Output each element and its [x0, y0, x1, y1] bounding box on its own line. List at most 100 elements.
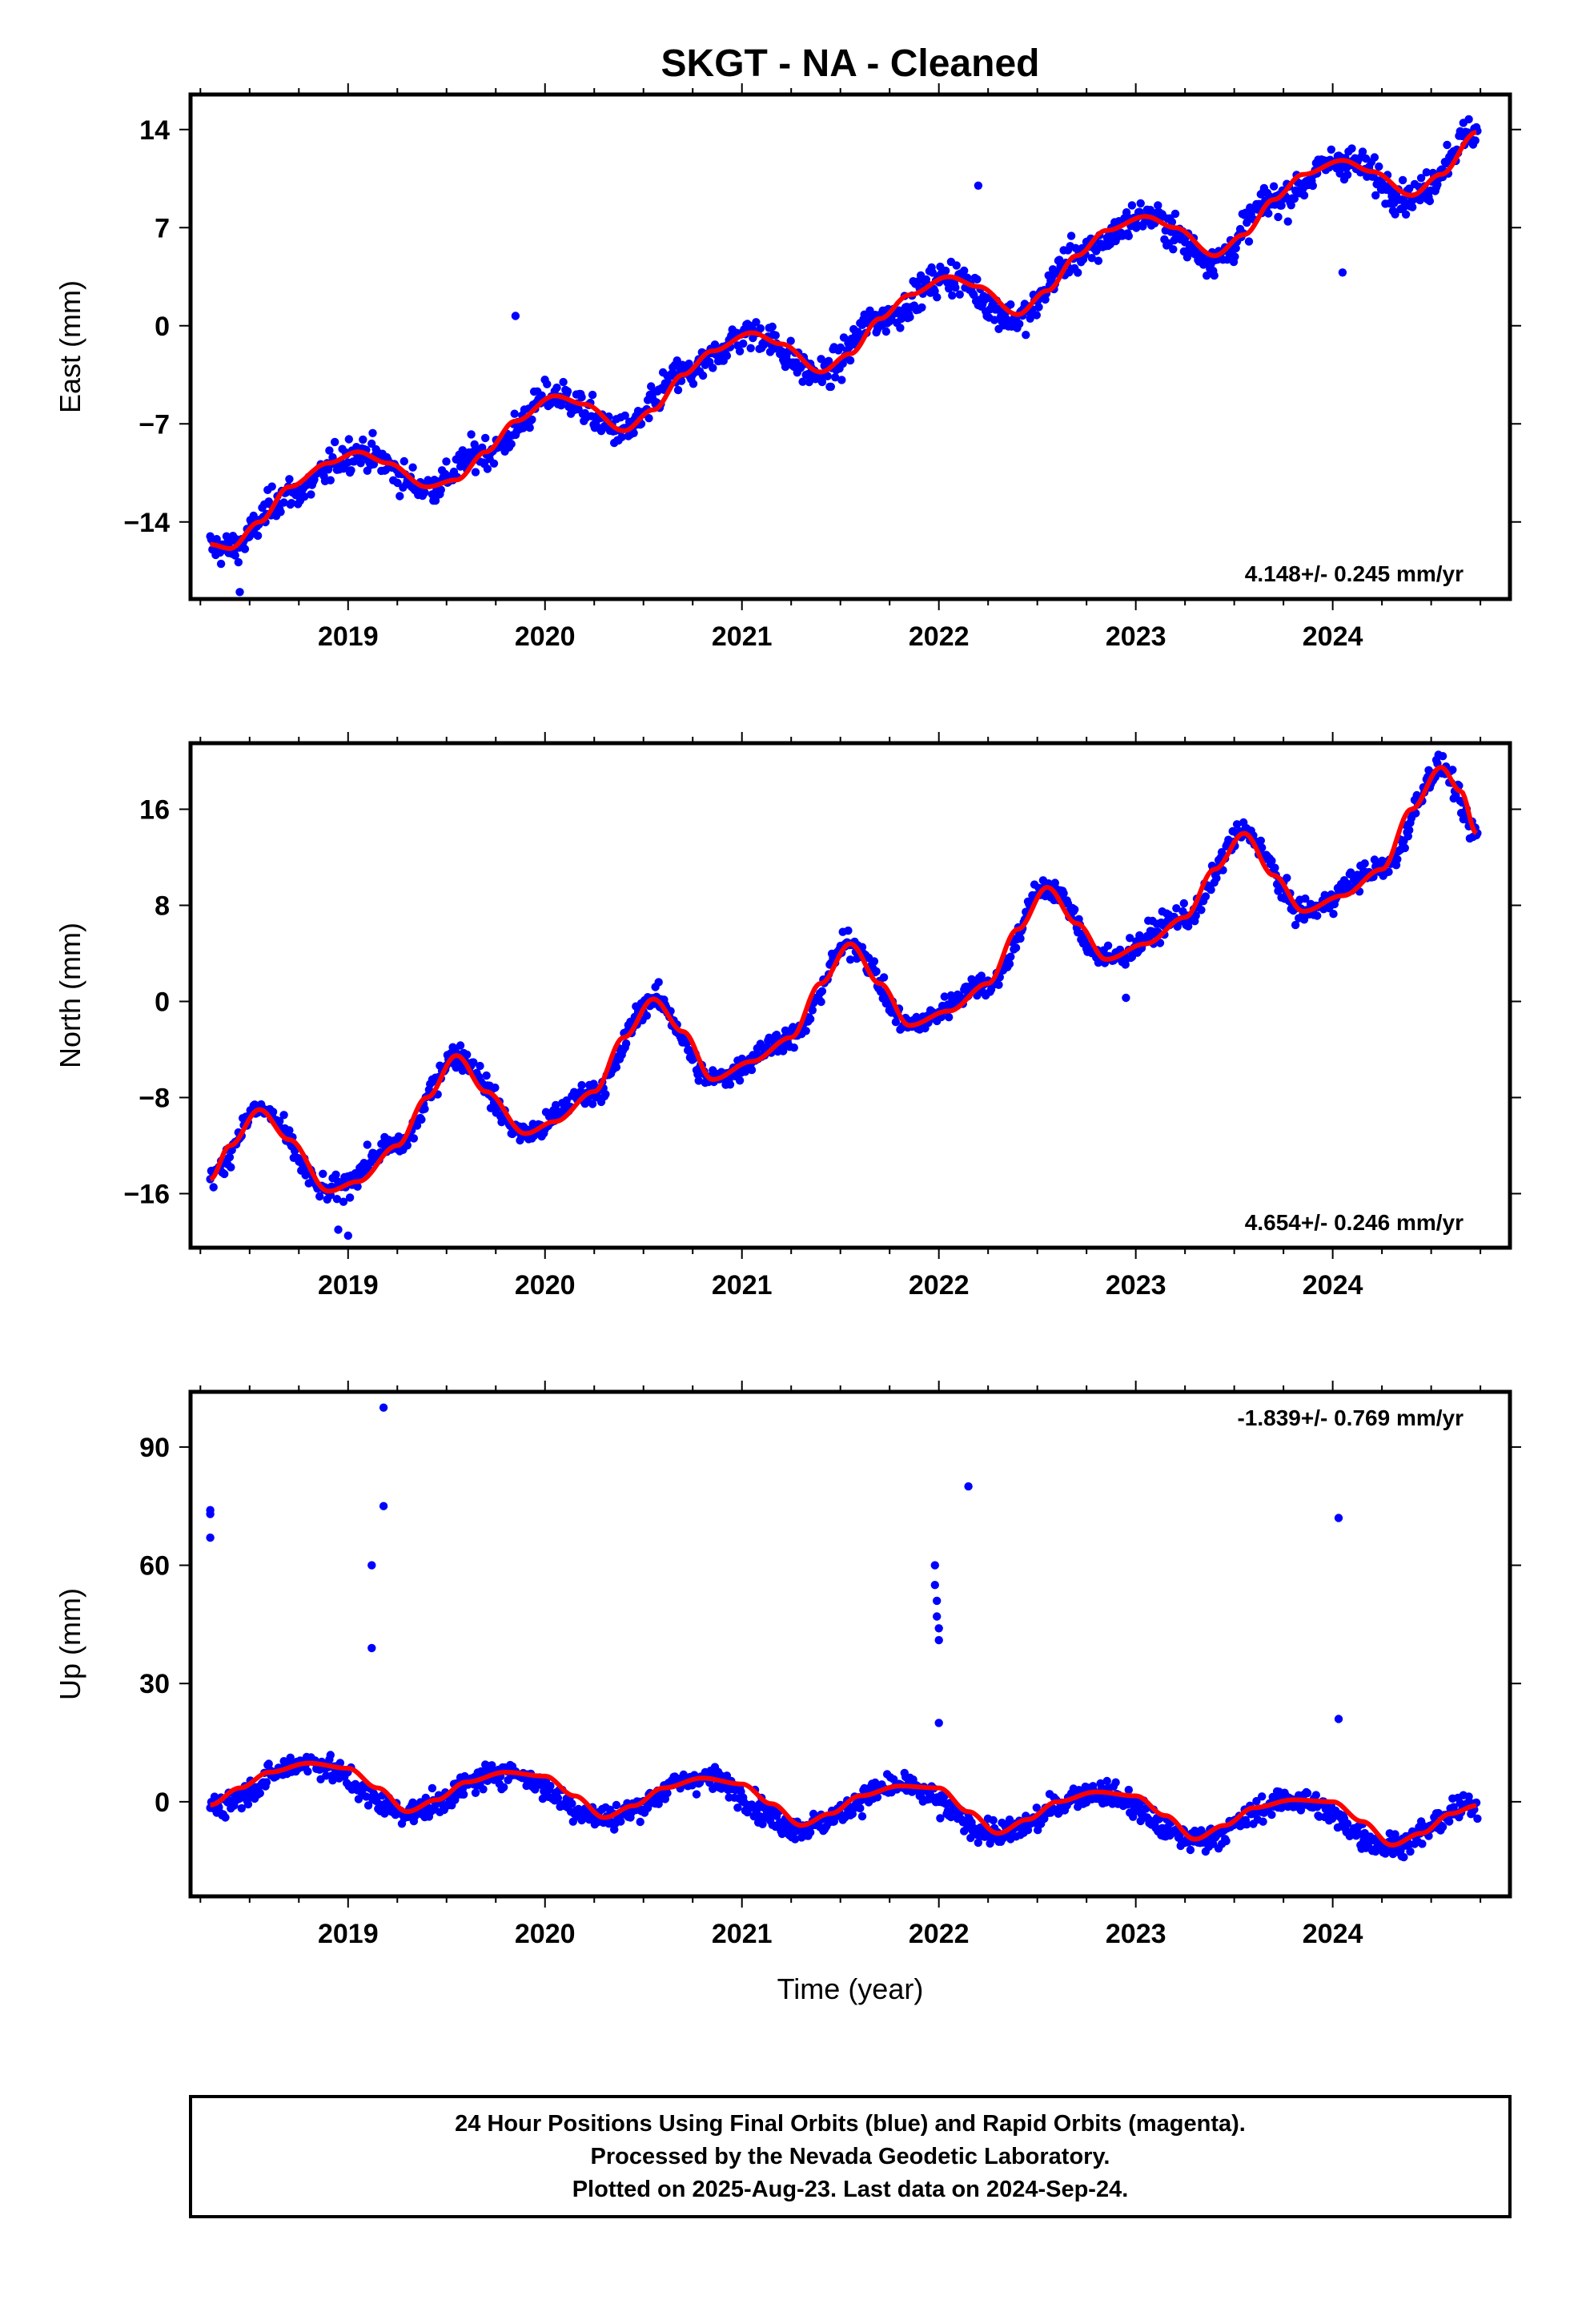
data-point [500, 1783, 508, 1791]
data-point [709, 364, 717, 372]
data-point [769, 323, 777, 331]
data-point [221, 1813, 229, 1821]
data-point [396, 492, 404, 500]
data-point [1264, 209, 1272, 217]
data-point [990, 1816, 998, 1824]
up-y-ticks [179, 1447, 1521, 1802]
outlier-point [206, 1534, 214, 1542]
data-point [1347, 144, 1355, 152]
data-point [263, 1778, 271, 1786]
data-point [994, 981, 1002, 989]
up-rate-label: -1.839+/- 0.769 mm/yr [1237, 1405, 1464, 1430]
x-tick-label: 2020 [515, 1270, 576, 1301]
data-point [739, 340, 747, 348]
data-point [526, 424, 534, 432]
data-point [1258, 1792, 1266, 1800]
data-point [1171, 210, 1179, 218]
data-point [1284, 217, 1292, 225]
data-point [1405, 826, 1413, 834]
data-point [363, 1140, 371, 1148]
x-tick-label: 2023 [1106, 1919, 1166, 1949]
data-point [1022, 331, 1030, 339]
data-point [331, 1171, 339, 1179]
data-point [1472, 136, 1480, 144]
data-point [472, 468, 480, 476]
data-point [1343, 171, 1351, 179]
data-point [1426, 197, 1434, 205]
data-point [1125, 1786, 1133, 1794]
data-point [1231, 252, 1239, 260]
data-point [1408, 203, 1416, 211]
data-point [806, 1015, 814, 1023]
data-point [1033, 311, 1041, 319]
data-point [346, 1193, 354, 1201]
data-point [1371, 153, 1379, 161]
data-point [956, 291, 964, 299]
data-point [736, 347, 744, 355]
data-point [896, 324, 904, 332]
data-point [880, 973, 888, 981]
data-point [235, 558, 243, 566]
data-point [226, 1153, 234, 1161]
data-point [790, 1043, 798, 1051]
x-tick-label: 2023 [1106, 621, 1166, 652]
data-point [1016, 935, 1024, 943]
data-point [953, 261, 961, 269]
data-point [552, 384, 560, 392]
data-point [256, 1789, 264, 1797]
data-point [491, 1084, 499, 1092]
data-point [1313, 911, 1321, 919]
data-point [1418, 1839, 1426, 1848]
north-fit-line [211, 767, 1477, 1192]
data-point [254, 532, 262, 540]
data-point [467, 430, 475, 438]
data-point [327, 1751, 335, 1759]
data-point [368, 429, 376, 437]
data-point [856, 1804, 864, 1812]
up-x-ticks [200, 1381, 1480, 1908]
north-plot-area [206, 750, 1481, 1240]
data-point [1186, 1846, 1195, 1854]
east-plot-area [206, 115, 1481, 597]
y-tick-label: 30 [139, 1669, 170, 1699]
y-tick-label: −8 [139, 1084, 170, 1114]
data-point [577, 1081, 585, 1089]
data-point [400, 457, 408, 465]
data-point [1312, 1791, 1320, 1799]
data-point [1211, 271, 1219, 279]
y-tick-label: 0 [155, 312, 170, 342]
x-tick-label: 2019 [318, 1270, 379, 1301]
data-point [736, 1076, 744, 1084]
data-point [1070, 906, 1078, 914]
data-point [1375, 163, 1383, 171]
x-tick-label: 2020 [515, 1919, 576, 1949]
data-point [1439, 752, 1447, 760]
x-tick-label: 2023 [1106, 1270, 1166, 1301]
data-point [948, 292, 956, 300]
data-point [481, 434, 489, 442]
data-point [490, 460, 498, 468]
data-point [1399, 176, 1407, 184]
outlier-point [367, 1561, 375, 1569]
data-point [568, 1799, 576, 1807]
time-series-figure: SKGT - NA - Cleaned Time (year) 24 Hour … [0, 0, 1582, 2324]
data-point [417, 1116, 425, 1124]
outlier-point [974, 182, 982, 190]
data-point [479, 1785, 487, 1793]
data-point [905, 313, 913, 321]
data-point [622, 1039, 630, 1047]
data-point [817, 998, 825, 1006]
data-point [837, 376, 845, 384]
north-panel: 201920202021202220232024−16−80816North (… [54, 732, 1521, 1301]
east-y-axis-label: East (mm) [54, 280, 86, 413]
data-point [577, 393, 585, 401]
x-tick-label: 2021 [712, 1919, 773, 1949]
data-point [1393, 855, 1401, 863]
x-tick-label: 2019 [318, 621, 379, 652]
y-tick-label: −14 [123, 508, 170, 538]
x-tick-label: 2020 [515, 621, 576, 652]
data-point [484, 464, 492, 472]
data-point [1006, 960, 1014, 968]
data-point [1074, 268, 1082, 276]
data-point [476, 1062, 484, 1070]
